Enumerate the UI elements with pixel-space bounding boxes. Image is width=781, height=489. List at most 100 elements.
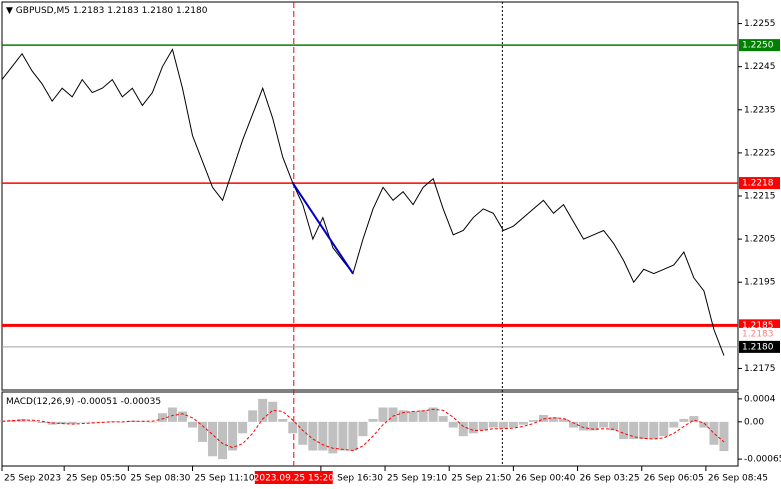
y-tick-label: 1.2255 [744, 19, 776, 29]
y-tick-label: 1.2245 [744, 62, 776, 72]
macd-bar [358, 421, 368, 437]
y-tick-label: 1.2205 [744, 235, 776, 245]
x-tick-label: 25 Sep 16:30 [323, 474, 383, 484]
macd-bar [468, 421, 478, 434]
x-tick-label: 25 Sep 21:50 [451, 474, 511, 484]
y-tick-label: 1.2225 [744, 148, 776, 158]
ohlc: 1.2183 [73, 6, 105, 16]
macd-bar [278, 418, 288, 422]
x-tick-label: 25 Sep 08:30 [130, 474, 190, 484]
macd-bar [268, 401, 278, 422]
macd-bar [238, 421, 248, 434]
macd-bar [538, 414, 548, 422]
y-tick-label: 0.0004 [744, 394, 776, 404]
price-label-box [739, 39, 780, 52]
price-label: 1.2180 [742, 342, 774, 352]
macd-bar [398, 410, 408, 422]
price-label-box [739, 340, 780, 353]
macd-bar [167, 407, 177, 422]
macd-bar [298, 421, 308, 445]
macd-bar [518, 421, 528, 425]
macd-bar [448, 421, 458, 428]
ohlc: 1.2180 [176, 6, 208, 16]
macd-bar [87, 421, 97, 423]
macd-bar [77, 421, 87, 423]
macd-title: MACD(12,26,9) -0.00051 -0.00035 [6, 397, 161, 407]
price-label: 1.2185 [742, 321, 774, 331]
macd-bar [37, 421, 47, 423]
macd-bar [67, 421, 77, 425]
macd-bar [709, 421, 719, 445]
macd-bar [639, 421, 649, 440]
macd-bar [208, 421, 218, 457]
signal-line [1, 408, 725, 452]
price-label: 1.2183 [742, 329, 774, 339]
symbol-arrow: ▼ [6, 6, 16, 16]
x-tick-label: 26 Sep 08:45 [708, 474, 768, 484]
x-tick-label: 25 Sep 2023 [4, 474, 61, 484]
symbol: GBPUSD,M5 [16, 6, 70, 16]
macd-bar [589, 421, 599, 431]
macd-bar [418, 410, 428, 422]
macd-bar [328, 421, 338, 454]
macd-bar [488, 421, 498, 428]
x-tick-label: 26 Sep 03:25 [580, 474, 640, 484]
macd-value: -0.00051 [77, 397, 117, 407]
macd-bar [338, 421, 348, 451]
macd-bar [599, 421, 609, 428]
macd-bar [188, 421, 198, 428]
macd-bar [308, 421, 318, 451]
y-tick-label: 0.00 [744, 417, 764, 427]
macd-bar [569, 421, 579, 428]
macd-bar [368, 418, 378, 422]
ohlc: 1.2183 [107, 6, 139, 16]
price-panel [1, 1, 739, 391]
y-tick-label: 1.2195 [744, 278, 776, 288]
macd-bar [559, 418, 569, 422]
macd-bar [228, 421, 238, 451]
macd-bar [719, 421, 729, 452]
macd-bar [348, 421, 358, 451]
trend-line [291, 182, 354, 275]
price-label: 1.2218 [742, 179, 774, 189]
x-tick-label: 25 Sep 11:10 [195, 474, 255, 484]
macd-bar [498, 421, 508, 429]
macd-bar [288, 421, 298, 434]
macd-bar [609, 421, 619, 431]
macd-bar [679, 418, 689, 422]
macd-bar [218, 421, 228, 460]
macd-bar [649, 421, 659, 440]
x-tick-label: 26 Sep 06:05 [644, 474, 704, 484]
price-label: 1.2250 [742, 41, 774, 51]
macd-bar [57, 421, 67, 425]
x-tick-label: 25 Sep 05:50 [66, 474, 126, 484]
macd-bar [659, 421, 669, 437]
y-tick-label: 1.2215 [744, 192, 776, 202]
macd-bar [629, 421, 639, 440]
price-line [1, 48, 725, 356]
macd-name: MACD(12,26,9) [6, 397, 74, 407]
macd-bar [378, 407, 388, 422]
macd-bar [619, 421, 629, 440]
macd-bar [528, 420, 538, 422]
y-tick-label: -0.00065 [744, 455, 781, 465]
macd-bar [699, 421, 709, 428]
cursor-label-box [254, 471, 333, 484]
x-tick-label: 25 Sep 19:10 [387, 474, 447, 484]
macd-bar [157, 413, 167, 422]
price-label-box [739, 177, 780, 190]
macd-bar [258, 398, 268, 422]
macd-bar [428, 407, 438, 422]
ohlc: 1.2180 [142, 6, 174, 16]
macd-bar [458, 421, 468, 437]
x-tick-label: 26 Sep 00:40 [515, 474, 575, 484]
signal-value: -0.00035 [121, 397, 161, 407]
macd-bar [318, 421, 328, 451]
macd-bar [388, 407, 398, 422]
macd-bar [669, 421, 679, 428]
cursor-label: 2023.09.25 15:20 [254, 474, 335, 484]
macd-bar [147, 421, 157, 423]
macd-bar [548, 417, 558, 422]
y-tick-label: 1.2235 [744, 105, 776, 115]
